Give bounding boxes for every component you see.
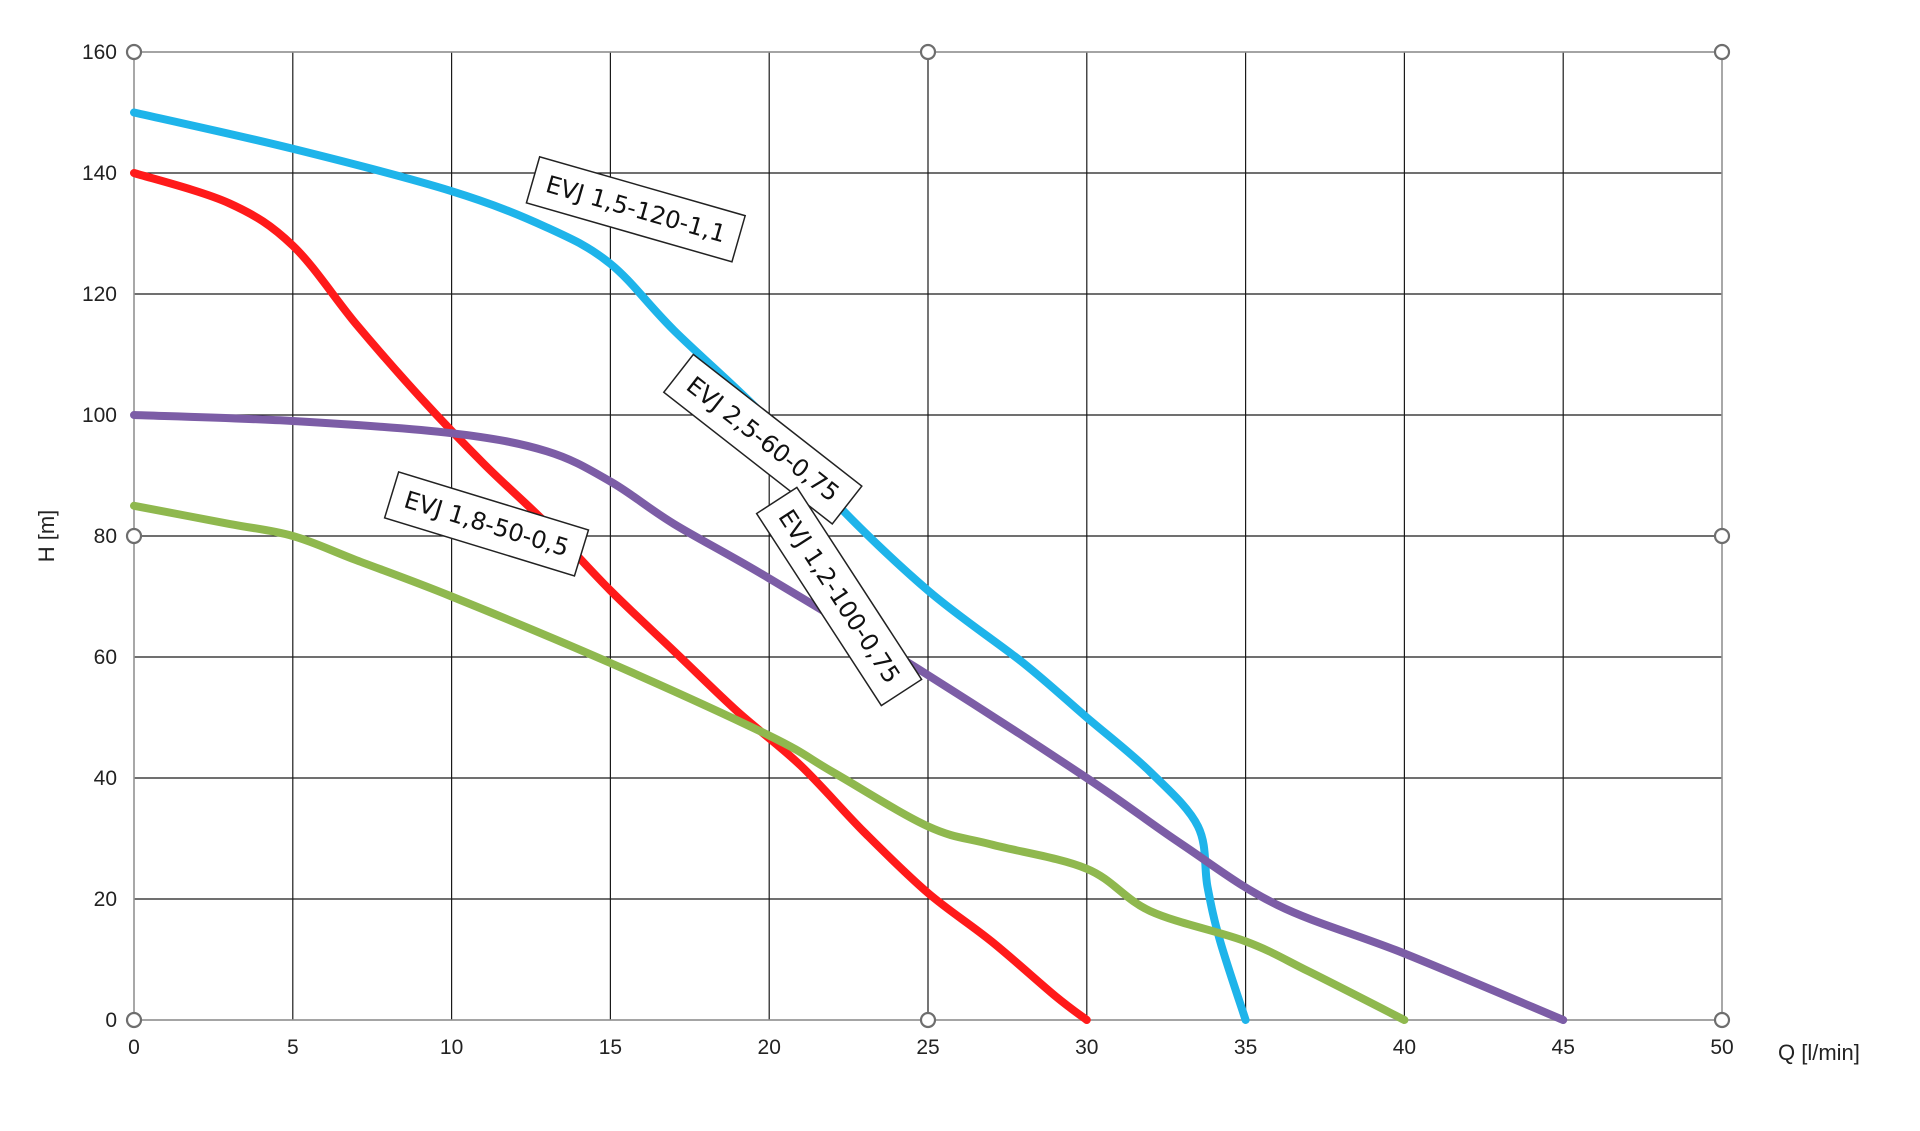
selection-handles [125,43,1731,1029]
series-line-1 [130,169,1091,1024]
x-tick-label: 50 [1710,1036,1733,1059]
x-axis-ticks: 0 5 10 15 20 25 30 35 40 45 50 [128,1036,1734,1059]
resize-handle-1[interactable] [919,43,937,61]
x-tick-label: 35 [1234,1036,1257,1059]
series-label-text: EVJ 2,5-60-0,75 [681,371,845,507]
y-tick-label: 160 [82,41,117,64]
x-tick-label: 5 [287,1036,299,1059]
resize-handle-5[interactable] [125,1011,143,1029]
resize-handle-3[interactable] [125,527,143,545]
y-tick-label: 140 [82,162,117,185]
x-tick-label: 0 [128,1036,140,1059]
resize-handle-6[interactable] [919,1011,937,1029]
series-label-3: EVJ 1,2-100-0,75 [755,486,923,707]
y-tick-label: 80 [94,525,117,548]
y-axis-label: H [m] [34,510,59,563]
series-label-box [525,155,747,263]
resize-handle-2[interactable] [1713,43,1731,61]
grid [133,51,1723,1021]
x-tick-label: 30 [1075,1036,1098,1059]
series-line-2 [130,411,1568,1024]
y-tick-label: 0 [105,1009,117,1032]
x-tick-label: 20 [758,1036,781,1059]
y-tick-label: 60 [94,646,117,669]
x-tick-label: 15 [599,1036,622,1059]
y-tick-label: 100 [82,404,117,427]
resize-handle-4[interactable] [1713,527,1731,545]
series-label-box [662,353,863,525]
x-tick-label: 25 [916,1036,939,1059]
series-label-1: EVJ 2,5-60-0,75 [662,353,863,525]
x-axis-label: Q [l/min] [1778,1040,1860,1065]
y-tick-label: 40 [94,767,117,790]
series-label-box [383,471,590,577]
y-tick-label: 120 [82,283,117,306]
series-label-box [755,486,923,707]
y-tick-label: 20 [94,888,117,911]
x-tick-label: 10 [440,1036,463,1059]
y-axis-ticks: 0 20 40 60 80 100 120 140 160 [82,41,117,1032]
series-line-3 [130,501,1409,1024]
x-tick-label: 40 [1393,1036,1416,1059]
series-label-2: EVJ 1,8-50-0,5 [383,471,590,577]
resize-handle-7[interactable] [1713,1011,1731,1029]
x-tick-label: 45 [1552,1036,1575,1059]
resize-handle-0[interactable] [125,43,143,61]
